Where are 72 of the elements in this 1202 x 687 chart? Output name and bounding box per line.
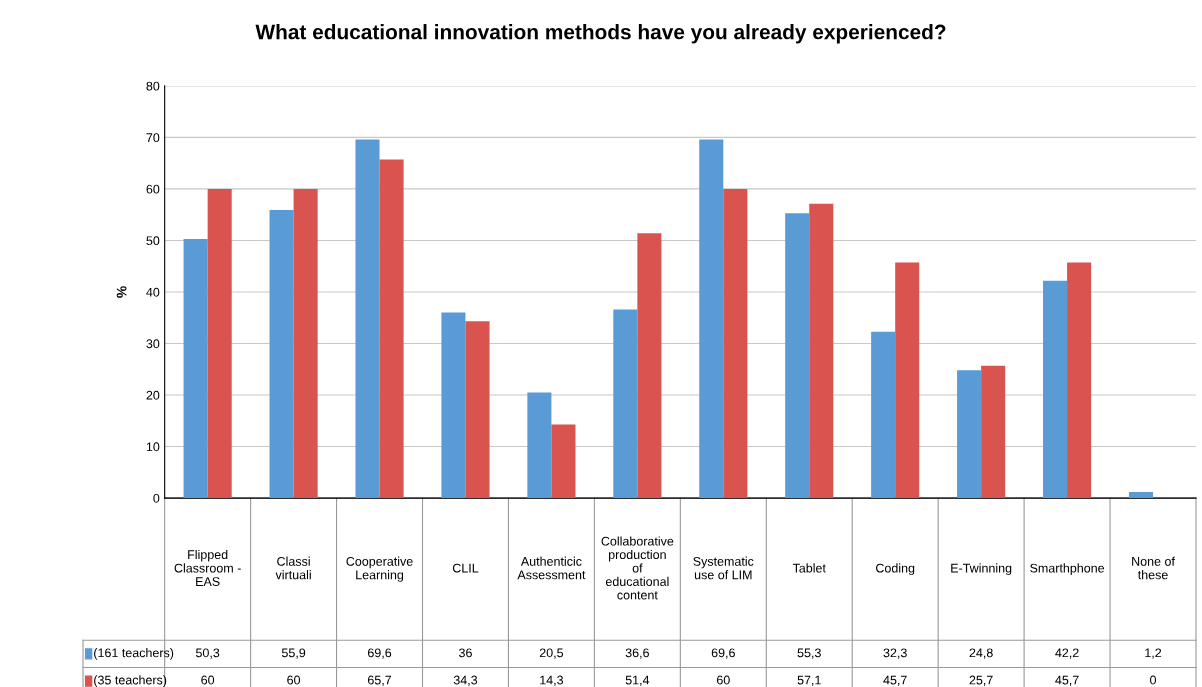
data-label: 65,7 — [368, 675, 392, 686]
bar — [355, 139, 380, 499]
y-tick-label: 20 — [146, 390, 160, 400]
bar — [379, 159, 404, 499]
data-label: 45,7 — [883, 675, 907, 686]
data-label: 24,8 — [969, 648, 993, 659]
data-label: 51,4 — [625, 675, 650, 686]
bar — [207, 188, 232, 499]
y-tick-label: 40 — [146, 287, 160, 297]
y-tick-label: 0 — [153, 493, 160, 503]
bar — [699, 139, 724, 499]
bar — [871, 331, 896, 499]
data-label: 25,7 — [969, 675, 993, 686]
data-label: 69,6 — [368, 648, 392, 659]
x-tick-label: Collaborative production of educational content — [601, 536, 674, 600]
data-label: 14,3 — [540, 675, 564, 686]
data-label: 36 — [459, 648, 472, 658]
data-label: 60 — [201, 675, 215, 685]
bar — [551, 424, 576, 499]
bar — [1043, 280, 1068, 499]
data-label: 1,2 — [1145, 648, 1162, 659]
data-label: 50,3 — [195, 648, 220, 659]
x-tick-label: Coding — [876, 563, 915, 576]
data-label: 55,3 — [797, 648, 821, 659]
bar — [1067, 262, 1092, 499]
x-tick-label: None of these — [1132, 556, 1175, 580]
x-tick-label: Authenticic Assessment — [517, 556, 586, 580]
data-label: 60 — [716, 675, 730, 685]
bar — [1128, 491, 1154, 499]
x-tick-label: Smarthphone — [1030, 563, 1105, 576]
data-label: 55,9 — [281, 648, 306, 659]
x-tick-label: Systematic use of LIM — [693, 556, 754, 580]
y-tick-label: 10 — [146, 442, 160, 452]
data-label: 60 — [287, 675, 301, 685]
bar — [269, 210, 294, 499]
data-label: 0 — [1150, 675, 1157, 685]
y-tick-label: 60 — [146, 184, 160, 194]
x-tick-label: Tablet — [792, 563, 826, 573]
data-label: 69,6 — [711, 648, 735, 659]
chart-title: What educational innovation methods have you already experienced? — [255, 24, 946, 44]
data-label: 57,1 — [797, 675, 821, 686]
bar — [895, 262, 920, 499]
legend-label: (35 teachers) — [94, 675, 167, 687]
y-axis-title: % — [116, 286, 127, 298]
bar — [981, 365, 1006, 499]
x-tick-label: E-Twinning — [951, 563, 1012, 576]
data-label: 36,6 — [625, 648, 649, 659]
x-tick-label: Classi virtuali — [275, 556, 311, 580]
bar — [183, 238, 208, 499]
bar — [465, 321, 490, 499]
bar — [637, 233, 662, 499]
x-tick-label: CLIL — [452, 563, 479, 573]
y-tick-label: 50 — [146, 236, 160, 246]
data-label: 32,3 — [883, 648, 907, 659]
bar — [613, 309, 638, 499]
y-tick-label: 30 — [146, 339, 160, 349]
x-tick-label: Cooperative Learning — [346, 556, 413, 582]
bar — [809, 203, 834, 499]
y-tick-label: 80 — [146, 81, 160, 91]
data-label: 34,3 — [453, 675, 478, 686]
data-label: 20,5 — [539, 648, 564, 659]
bar — [723, 188, 748, 499]
bar — [785, 213, 810, 499]
bar — [293, 188, 318, 499]
y-tick-label: 70 — [146, 133, 160, 143]
bar — [957, 370, 982, 499]
data-label: 45,7 — [1055, 675, 1079, 686]
data-label: 42,2 — [1055, 648, 1079, 659]
x-tick-label: Flipped Classroom - EAS — [174, 549, 241, 586]
legend-label: (161 teachers) — [94, 648, 174, 660]
bar — [441, 312, 466, 499]
bar — [527, 392, 552, 499]
